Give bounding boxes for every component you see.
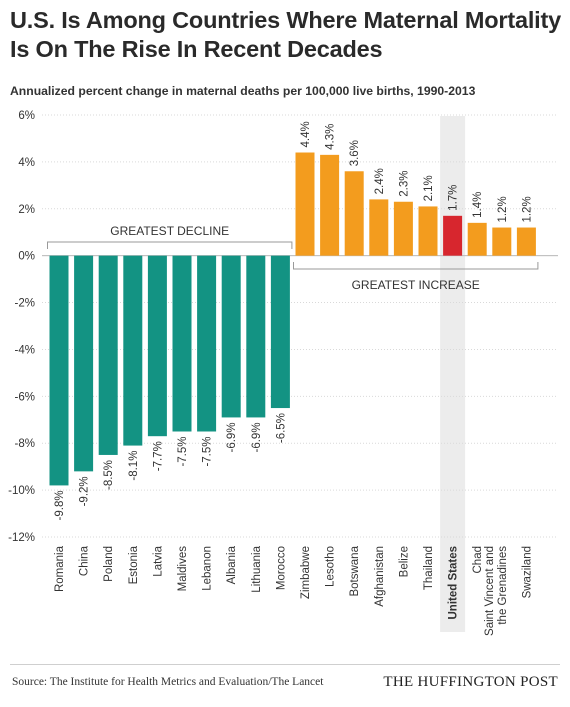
y-tick-label: -4% [15, 344, 35, 356]
y-tick-label: -10% [8, 485, 35, 497]
data-label: -8.5% [103, 460, 115, 490]
data-label: 1.4% [472, 192, 484, 218]
x-tick-label: the Grenadines [497, 546, 509, 625]
bar [270, 255, 290, 409]
data-label: 3.6% [349, 140, 361, 166]
x-tick-label: Lesotho [325, 546, 337, 587]
bar [295, 152, 315, 256]
x-tick-label: Botswana [349, 545, 361, 596]
bar [147, 255, 167, 437]
chart-title: U.S. Is Among Countries Where Maternal M… [10, 7, 561, 62]
group-bracket [47, 241, 293, 249]
group-bracket [293, 262, 539, 270]
data-label: 2.1% [423, 175, 435, 201]
x-tick-label: Morocco [275, 546, 287, 590]
y-tick-label: 0% [18, 251, 35, 263]
bar [172, 255, 192, 432]
x-tick-label: Latvia [152, 545, 164, 576]
data-label: -7.5% [177, 437, 189, 467]
data-label: 4.3% [325, 124, 337, 150]
x-tick-label: Zimbabwe [300, 546, 312, 599]
bar [443, 215, 463, 256]
bar [418, 206, 438, 256]
bar [369, 199, 389, 256]
x-tick-label: Lithuania [251, 545, 263, 592]
x-tick-label: Afghanistan [374, 546, 386, 607]
x-tick-label: Swaziland [521, 546, 533, 598]
data-label: 2.4% [374, 168, 386, 194]
data-label: -7.5% [202, 437, 214, 467]
x-tick-label: Saint Vincent and [484, 546, 496, 636]
data-label: 1.2% [521, 196, 533, 222]
data-label: -9.2% [79, 476, 91, 506]
x-tick-label: Thailand [423, 546, 435, 590]
x-tick-label: Albania [226, 545, 238, 584]
y-tick-label: -6% [15, 391, 35, 403]
x-tick-label: China [79, 545, 91, 576]
data-label: 2.3% [398, 171, 410, 197]
bar [246, 255, 266, 418]
x-tick-label: Lebanon [202, 546, 214, 591]
bar [49, 255, 69, 486]
bar [320, 154, 340, 256]
source-note: Source: The Institute for Health Metrics… [12, 676, 324, 688]
x-tick-label: Romania [54, 545, 66, 592]
data-label: -9.8% [54, 490, 66, 520]
bar [221, 255, 241, 418]
y-tick-label: -2% [15, 298, 35, 310]
data-label: 1.7% [448, 185, 460, 211]
x-tick-label: Belize [398, 546, 410, 577]
bar [123, 255, 143, 446]
data-label: -8.1% [128, 451, 140, 481]
y-tick-label: 6% [18, 110, 35, 122]
highlight-band [440, 116, 466, 632]
data-label: -6.9% [226, 422, 238, 452]
data-label: -6.9% [251, 422, 263, 452]
chart-subtitle: Annualized percent change in maternal de… [10, 84, 476, 98]
bar [74, 255, 94, 472]
y-tick-label: -12% [8, 532, 35, 544]
data-label: 1.2% [497, 196, 509, 222]
data-label: -7.7% [152, 441, 164, 471]
bar [393, 201, 413, 256]
footer-divider [10, 664, 560, 665]
x-tick-label: United States [448, 546, 460, 620]
data-label: 4.4% [300, 121, 312, 147]
x-tick-label: Maldives [177, 546, 189, 592]
publisher-logo: THE HUFFINGTON POST [383, 674, 558, 690]
bar [197, 255, 217, 432]
group-label: GREATEST DECLINE [110, 224, 229, 238]
y-tick-label: -8% [15, 438, 35, 450]
x-tick-label: Poland [103, 546, 115, 582]
group-label: GREATEST INCREASE [352, 278, 480, 292]
x-tick-label: Estonia [128, 545, 140, 584]
bar [467, 222, 487, 256]
bar [516, 227, 536, 256]
bar [344, 171, 364, 256]
bar [492, 227, 512, 256]
y-tick-label: 4% [18, 157, 35, 169]
data-label: -6.5% [275, 413, 287, 443]
y-tick-label: 2% [18, 204, 35, 216]
x-tick-label: Chad [472, 546, 484, 574]
bar [98, 255, 118, 455]
